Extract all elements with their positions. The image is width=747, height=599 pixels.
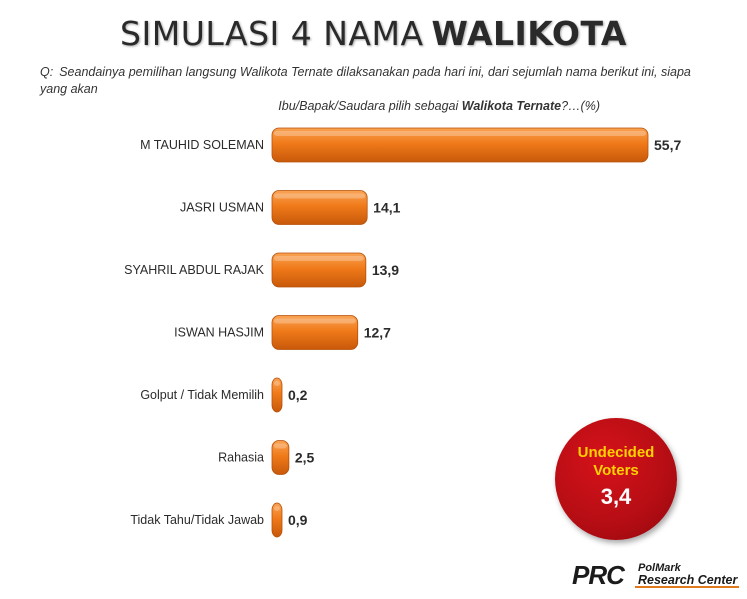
bar-highlight-5 <box>274 443 287 449</box>
question-line2: Ibu/Bapak/Saudara pilih sebagai Walikota… <box>40 98 708 115</box>
logo-mark: PRC <box>572 560 625 590</box>
value-label-6: 0,9 <box>288 512 308 528</box>
title-bold: WALIKOTA <box>431 14 627 53</box>
logo-line2: Research Center <box>638 573 738 587</box>
bar-highlight-0 <box>274 131 646 136</box>
bar-1 <box>271 190 368 225</box>
question-line2-post: ?…(%) <box>561 99 600 113</box>
category-label-5: Rahasia <box>218 451 264 465</box>
bar-2 <box>271 252 367 288</box>
value-label-1: 14,1 <box>373 200 400 216</box>
category-label-0: M TAUHID SOLEMAN <box>140 138 264 152</box>
value-label-2: 13,9 <box>372 262 399 278</box>
logo-line1: PolMark <box>638 562 681 574</box>
undecided-label: Undecided Voters <box>555 444 677 480</box>
bar-highlight-1 <box>274 193 366 199</box>
undecided-label-line1: Undecided <box>577 444 655 461</box>
category-label-1: JASRI USMAN <box>180 201 264 215</box>
bar-0 <box>271 127 649 163</box>
bar-highlight-3 <box>274 318 356 324</box>
undecided-value: 3,4 <box>600 484 632 509</box>
undecided-voters-badge: Undecided Voters 3,4 <box>555 418 677 540</box>
question-line1: Seandainya pemilihan langsung Walikota T… <box>40 65 691 96</box>
category-label-3: ISWAN HASJIM <box>174 326 264 340</box>
bar-6 <box>271 502 283 538</box>
question-prefix: Q: <box>40 65 54 79</box>
chart-title: SIMULASI 4 NAMA WALIKOTA <box>0 14 747 53</box>
undecided-label-line2: Voters <box>593 462 639 479</box>
logo-underline <box>635 586 739 588</box>
bar-highlight-2 <box>274 256 364 261</box>
title-plain: SIMULASI 4 NAMA <box>120 14 424 53</box>
bar-highlight-6 <box>274 506 280 511</box>
category-label-6: Tidak Tahu/Tidak Jawab <box>130 513 264 527</box>
category-label-4: Golput / Tidak Memilih <box>140 388 264 402</box>
question-line2-bold: Walikota Ternate <box>461 99 562 113</box>
question-line2-pre: Ibu/Bapak/Saudara pilih sebagai <box>278 99 459 113</box>
prc-logo: PRC PolMark Research Center <box>572 560 742 590</box>
value-label-4: 0,2 <box>288 387 308 403</box>
value-label-0: 55,7 <box>654 137 681 153</box>
category-label-2: SYAHRIL ABDUL RAJAK <box>124 263 265 277</box>
value-label-5: 2,5 <box>295 450 315 466</box>
bar-4 <box>271 377 283 413</box>
value-label-3: 12,7 <box>364 325 391 341</box>
bar-highlight-4 <box>274 381 280 386</box>
bar-3 <box>271 315 359 350</box>
survey-question: Q: Seandainya pemilihan langsung Walikota… <box>40 64 708 115</box>
bar-5 <box>271 440 290 475</box>
